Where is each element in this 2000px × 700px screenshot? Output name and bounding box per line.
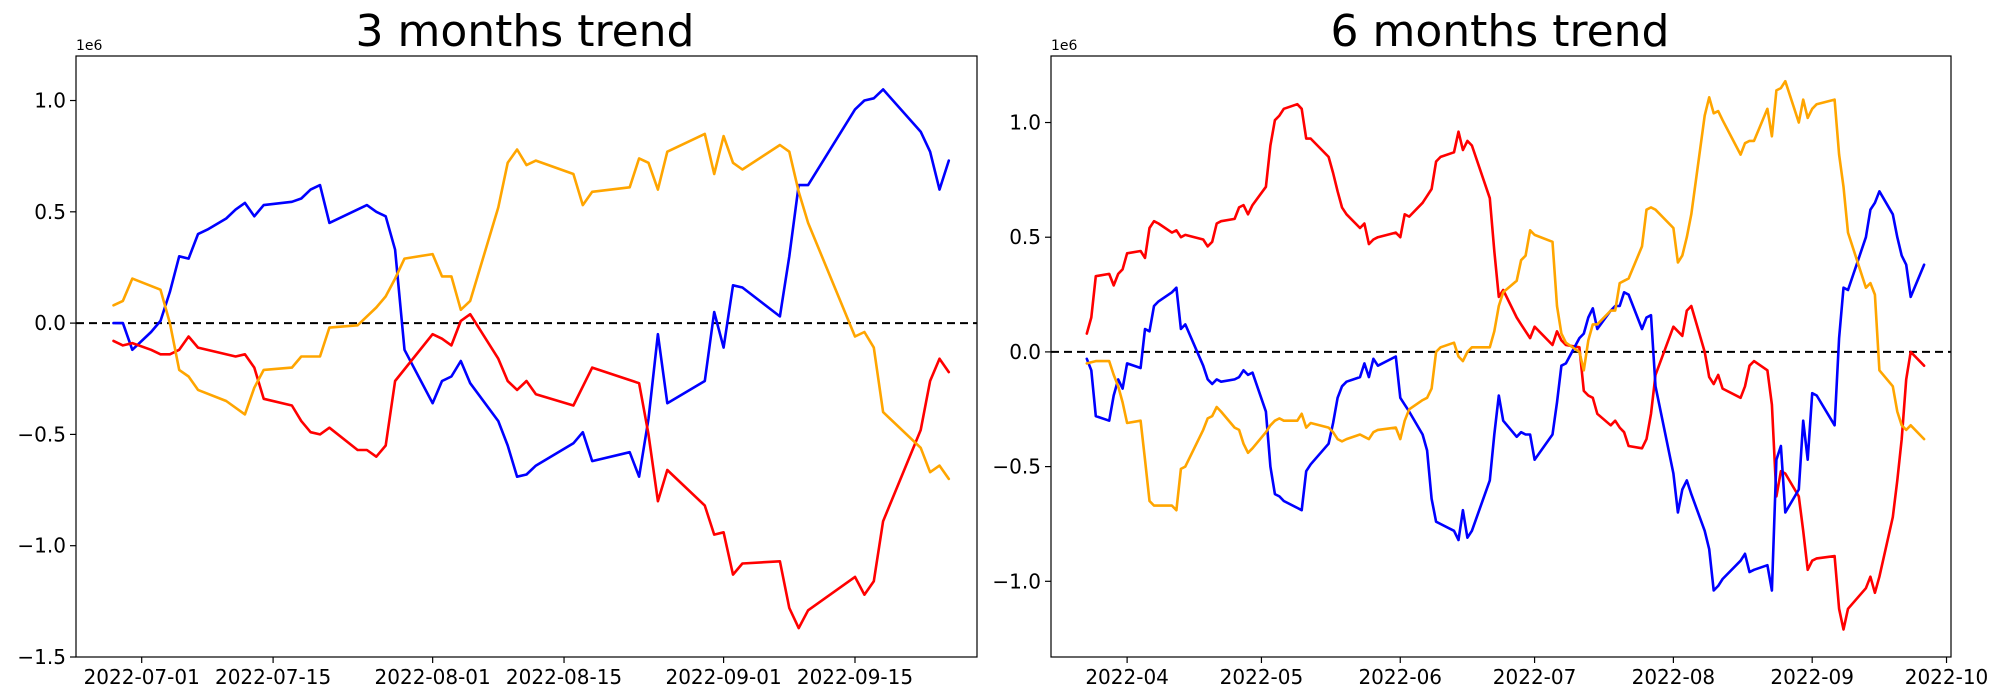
y-tick-label: 1.0 [1009,111,1041,135]
y-tick-label: 1.0 [34,89,66,113]
x-tick-label: 2022-09-15 [797,665,913,689]
panel-3-months: 3 months trend 1e6 −1.5 −1.0 −0.5 0.0 0.5 1.0… [17,6,978,689]
series-line-3 [1085,79,1926,512]
y-offset-label: 1e6 [1051,38,1078,54]
x-tick-label: 2022-10 [1905,665,1989,689]
x-tick-label: 2022-09-01 [665,665,781,689]
x-tick-label: 2022-08-15 [506,665,622,689]
y-tick-label: 0.0 [1009,340,1041,364]
y-tick-label: −1.5 [17,645,66,669]
x-tick-label: 2022-07-01 [84,665,200,689]
y-tick-label: 0.0 [34,311,66,335]
x-tick-label: 2022-04 [1085,665,1169,689]
y-tick-label: 0.5 [1009,225,1041,249]
panel-6-months: 6 months trend 1e6 −1.0 −0.5 0.0 0.5 1.0 2022… [992,6,1988,689]
series-line-1 [1085,102,1926,631]
x-tick-label: 2022-07-15 [215,665,331,689]
y-tick-label: −1.0 [992,569,1041,593]
y-tick-label: −1.0 [17,534,66,558]
x-tick-label: 2022-08 [1632,665,1716,689]
y-tick-label: 0.5 [34,200,66,224]
plot-frame [1050,55,1952,658]
x-tick-label: 2022-05 [1220,665,1304,689]
y-tick-label: −0.5 [17,422,66,446]
x-tick-label: 2022-09 [1770,665,1854,689]
chart-title: 6 months trend [1331,6,1670,57]
chart-title: 3 months trend [356,6,695,57]
x-tick-label: 2022-06 [1358,665,1442,689]
x-tick-label: 2022-08-01 [375,665,491,689]
y-offset-label: 1e6 [76,38,103,54]
series-line-2 [1085,190,1926,592]
x-tick-label: 2022-07 [1493,665,1577,689]
series-line-1 [112,88,951,478]
series-line-2 [112,312,951,630]
y-tick-label: −0.5 [992,455,1041,479]
plot-frame [75,55,978,658]
series-line-3 [112,132,951,481]
